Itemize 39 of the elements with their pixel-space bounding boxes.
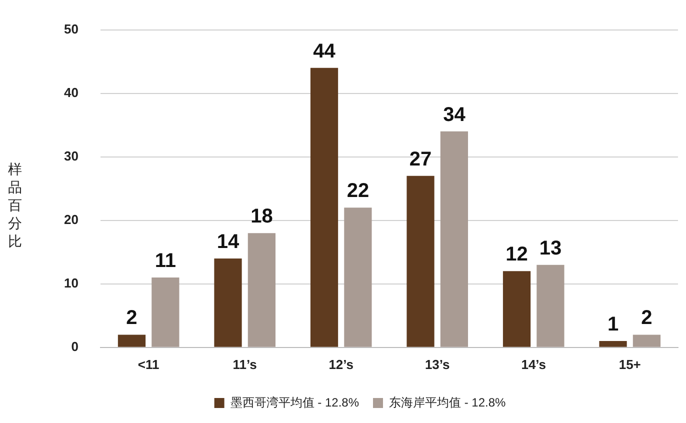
x-tick-label: 15+	[618, 356, 642, 372]
data-label: 14	[216, 230, 240, 253]
x-tick-label: 14’s	[521, 356, 546, 372]
data-label: 22	[346, 180, 370, 202]
bar	[344, 208, 372, 347]
bar	[536, 264, 564, 347]
y-tick-label: 30	[64, 148, 78, 164]
bar	[310, 68, 338, 347]
data-label: 2	[641, 307, 652, 330]
bar	[248, 233, 276, 347]
x-tick-label: <11	[138, 356, 160, 372]
bar	[214, 258, 242, 347]
bar	[599, 341, 627, 347]
data-label: 11	[154, 250, 176, 272]
data-label: 34	[443, 104, 466, 126]
y-tick-label: 20	[64, 212, 78, 227]
data-label: 13	[539, 237, 562, 260]
bar	[118, 334, 146, 347]
data-label: 27	[409, 148, 432, 170]
data-label: 44	[313, 40, 336, 62]
y-tick-label: 50	[64, 21, 78, 36]
data-label: 2	[126, 307, 138, 330]
bar	[632, 334, 661, 347]
bar	[502, 271, 531, 347]
x-tick-label: 13’s	[424, 356, 450, 372]
data-label: 18	[250, 206, 273, 228]
bar	[440, 131, 468, 347]
bar	[406, 176, 434, 347]
y-axis-title: 样品百分比	[7, 160, 23, 250]
y-tick-label: 0	[71, 338, 78, 354]
y-tick-label: 10	[64, 275, 78, 290]
data-label: 12	[506, 244, 528, 266]
y-tick-label: 40	[64, 84, 78, 100]
legend-label: 墨西哥湾平均值 - 12.8%	[230, 395, 360, 410]
data-label: 1	[607, 314, 619, 336]
x-tick-label: 11’s	[232, 356, 257, 372]
legend-label: 东海岸平均值 - 12.8%	[389, 395, 506, 410]
bar	[152, 278, 180, 347]
x-tick-label: 12’s	[328, 356, 354, 372]
